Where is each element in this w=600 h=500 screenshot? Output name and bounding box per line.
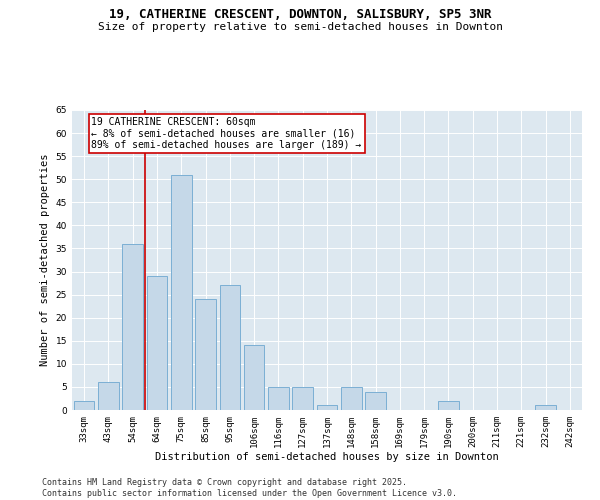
Bar	[195, 299, 216, 410]
Bar	[122, 244, 143, 410]
Bar	[317, 406, 337, 410]
Text: 19 CATHERINE CRESCENT: 60sqm
← 8% of semi-detached houses are smaller (16)
89% o: 19 CATHERINE CRESCENT: 60sqm ← 8% of sem…	[91, 117, 362, 150]
Bar	[171, 174, 191, 410]
Bar	[341, 387, 362, 410]
Bar	[535, 406, 556, 410]
Bar	[74, 401, 94, 410]
Text: Distribution of semi-detached houses by size in Downton: Distribution of semi-detached houses by …	[155, 452, 499, 462]
Text: 19, CATHERINE CRESCENT, DOWNTON, SALISBURY, SP5 3NR: 19, CATHERINE CRESCENT, DOWNTON, SALISBU…	[109, 8, 491, 20]
Text: Contains HM Land Registry data © Crown copyright and database right 2025.
Contai: Contains HM Land Registry data © Crown c…	[42, 478, 457, 498]
Bar	[146, 276, 167, 410]
Bar	[438, 401, 459, 410]
Bar	[292, 387, 313, 410]
Bar	[98, 382, 119, 410]
Y-axis label: Number of semi-detached properties: Number of semi-detached properties	[40, 154, 50, 366]
Text: Size of property relative to semi-detached houses in Downton: Size of property relative to semi-detach…	[97, 22, 503, 32]
Bar	[244, 346, 265, 410]
Bar	[365, 392, 386, 410]
Bar	[220, 286, 240, 410]
Bar	[268, 387, 289, 410]
